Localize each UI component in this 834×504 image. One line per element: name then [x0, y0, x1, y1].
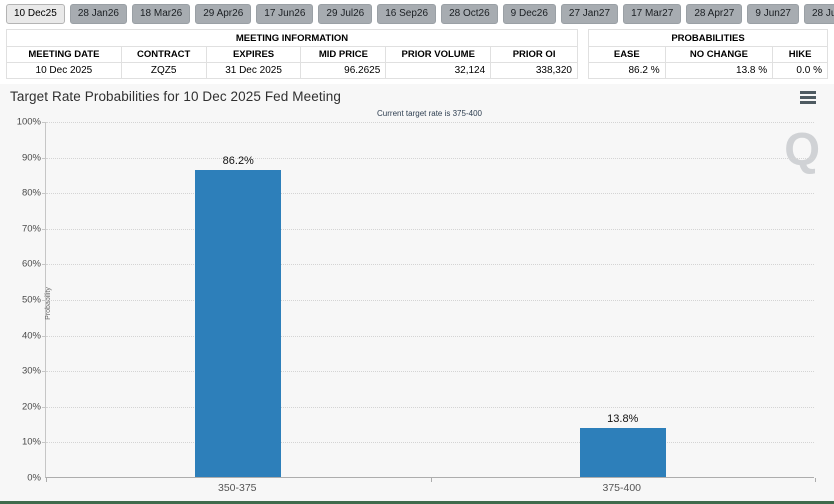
tab-meeting-27-jan27[interactable]: 27 Jan27	[560, 4, 619, 24]
y-tick	[42, 335, 46, 337]
meeting-information-title: MEETING INFORMATION	[6, 29, 578, 47]
y-axis-tick-label: 70%	[21, 223, 41, 235]
y-axis-tick-label: 40%	[21, 330, 41, 342]
meeting-date-value: 10 Dec 2025	[6, 62, 122, 79]
y-axis-tick-label: 90%	[21, 152, 41, 164]
y-tick	[42, 228, 46, 230]
prior-volume-value: 32,124	[385, 62, 492, 79]
y-axis-tick-label: 50%	[21, 294, 41, 306]
chart-title: Target Rate Probabilities for 10 Dec 202…	[10, 89, 341, 104]
col-header-mid-price: MID PRICE	[300, 46, 387, 63]
y-axis-tick-label: 0%	[27, 472, 41, 484]
chart-body: Current target rate is 375-400 Q 0% 10% 20…	[0, 108, 834, 501]
y-tick	[42, 300, 46, 301]
info-tables-row: MEETING INFORMATION MEETING DATE CONTRAC…	[6, 29, 828, 79]
bottom-divider	[0, 501, 834, 504]
no-change-value: 13.8 %	[664, 62, 774, 79]
gridline-70	[46, 228, 814, 230]
chart-export-menu-icon[interactable]	[800, 91, 816, 104]
y-tick	[42, 264, 46, 266]
ease-value: 86.2 %	[588, 62, 666, 79]
col-header-ease: EASE	[588, 46, 666, 63]
tab-meeting-18-mar26[interactable]: 18 Mar26	[131, 4, 191, 24]
prior-oi-value: 338,320	[490, 62, 578, 79]
plot-area: Probability 86.2% 13.8%	[42, 122, 816, 482]
contract-value: ZQZ5	[120, 62, 207, 79]
y-tick	[42, 193, 46, 195]
chart-header: Target Rate Probabilities for 10 Dec 202…	[0, 84, 834, 108]
gridline-10	[46, 442, 814, 444]
tab-meeting-17-mar27[interactable]: 17 Mar27	[623, 4, 682, 24]
y-axis-tick-label: 100%	[16, 116, 41, 128]
probabilities-title: PROBABILITIES	[588, 29, 828, 47]
tab-meeting-29-jul26[interactable]: 29 Jul26	[318, 4, 373, 24]
y-axis-tick-label: 60%	[21, 258, 41, 270]
gridline-20	[46, 406, 814, 408]
col-header-contract: CONTRACT	[120, 46, 207, 63]
table-row: 10 Dec 2025 ZQZ5 31 Dec 2025 96.2625 32,…	[6, 62, 578, 79]
chart-subtitle: Current target rate is 375-400	[377, 109, 482, 118]
gridline-80	[46, 193, 814, 195]
col-header-prior-volume: PRIOR VOLUME	[385, 46, 492, 63]
fed-meeting-probability-chart: Target Rate Probabilities for 10 Dec 202…	[0, 84, 834, 501]
tab-meeting-28-oct26[interactable]: 28 Oct26	[441, 4, 498, 24]
y-axis-title: Probability	[44, 286, 52, 320]
x-tick	[430, 478, 432, 482]
col-header-prior-oi: PRIOR OI	[490, 46, 578, 63]
col-header-hike: HIKE	[772, 46, 828, 63]
mid-price-value: 96.2625	[300, 62, 387, 79]
y-tick	[42, 406, 46, 408]
tab-meeting-16-sep26[interactable]: 16 Sep26	[377, 4, 437, 24]
meeting-tab-strip: 10 Dec25 28 Jan26 18 Mar26 29 Apr26 17 Jun26…	[0, 0, 834, 27]
tab-meeting-28-apr27[interactable]: 28 Apr27	[686, 4, 743, 24]
y-tick	[42, 157, 46, 159]
expires-value: 31 Dec 2025	[205, 62, 302, 79]
gridline-40	[46, 335, 814, 337]
gridline-30	[46, 371, 814, 373]
tab-meeting-9-dec26[interactable]: 9 Dec26	[502, 4, 556, 24]
gridline-90	[46, 157, 814, 159]
bar-data-label: 13.8%	[607, 412, 639, 425]
table-row: 86.2 % 13.8 % 0.0 %	[588, 62, 828, 79]
y-tick	[42, 122, 46, 123]
y-axis-labels: 0% 10% 20% 30% 40% 50% 60% 70% 80% 90% 100%	[0, 117, 41, 484]
meeting-information-table: MEETING INFORMATION MEETING DATE CONTRAC…	[6, 29, 578, 79]
gridline-50	[46, 300, 814, 301]
tab-meeting-28-jul27[interactable]: 28 Jul27	[803, 4, 834, 24]
y-axis-tick-label: 10%	[21, 436, 41, 448]
col-header-no-change: NO CHANGE	[664, 46, 774, 63]
gridline-60	[46, 264, 814, 266]
bar-350-375[interactable]	[195, 170, 282, 477]
x-axis-category-label: 375-400	[602, 482, 642, 494]
gridline-100	[46, 122, 814, 123]
y-tick	[42, 442, 46, 444]
y-axis-tick-label: 80%	[21, 187, 41, 199]
x-axis-category-label: 350-375	[217, 482, 257, 494]
y-axis-tick-label: 30%	[21, 365, 41, 377]
bar-data-label: 86.2%	[222, 155, 254, 168]
y-tick	[42, 371, 46, 373]
tab-meeting-29-apr26[interactable]: 29 Apr26	[195, 4, 252, 24]
tab-meeting-9-jun27[interactable]: 9 Jun27	[747, 4, 799, 24]
bar-375-400[interactable]	[579, 427, 666, 477]
hike-value: 0.0 %	[772, 62, 828, 79]
tab-meeting-17-jun26[interactable]: 17 Jun26	[256, 4, 314, 24]
x-tick	[46, 478, 47, 482]
tab-meeting-28-jan26[interactable]: 28 Jan26	[69, 4, 127, 24]
y-axis-tick-label: 20%	[21, 401, 41, 413]
x-tick	[815, 478, 816, 482]
probabilities-table: PROBABILITIES EASE NO CHANGE HIKE 86.2 %…	[588, 29, 828, 79]
col-header-expires: EXPIRES	[205, 46, 302, 63]
tab-meeting-10-dec25[interactable]: 10 Dec25	[6, 4, 65, 24]
col-header-meeting-date: MEETING DATE	[6, 46, 122, 63]
